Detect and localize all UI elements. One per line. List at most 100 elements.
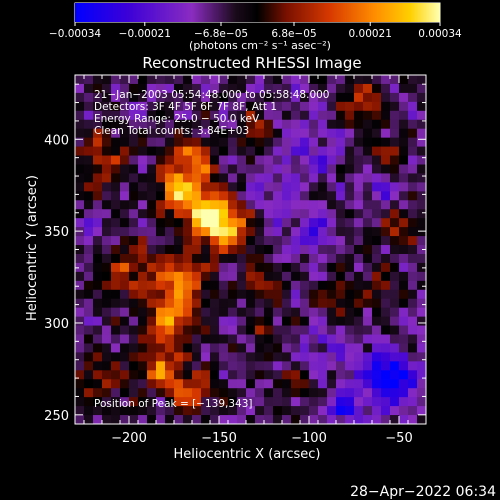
heatmap-cell [201,271,211,282]
heatmap-cell [219,397,229,407]
colorbar-cell [82,3,84,22]
heatmap-cell [138,182,148,192]
heatmap-cell [192,289,202,300]
heatmap-cell [372,316,382,326]
x-tick-label: −50 [385,431,412,446]
heatmap-cell [147,236,157,246]
heatmap-cell [120,253,130,264]
heatmap-cell [255,200,265,210]
colorbar-tick-label: 0.00021 [349,28,392,40]
heatmap-cell [300,101,310,112]
heatmap-cell [300,209,310,219]
heatmap-cell [156,298,166,309]
heatmap-cell [291,262,301,273]
colorbar-cell [383,3,385,22]
heatmap-cell [210,164,220,174]
heatmap-cell [318,101,328,112]
heatmap-cell [363,128,373,139]
colorbar-cell [286,3,288,22]
heatmap-cell [273,209,283,219]
colorbar-cell [246,3,248,22]
heatmap-cell [381,119,391,130]
heatmap-cell [147,289,157,300]
heatmap-cell [264,200,274,210]
colorbar-cell [344,3,346,22]
colorbar-cell [252,3,254,22]
heatmap-cell [183,289,193,300]
heatmap-cell [390,173,400,183]
colorbar-cell [326,3,328,22]
heatmap-cell [120,236,130,246]
colorbar-cell [125,3,127,22]
heatmap-cell [309,236,319,246]
heatmap-cell [237,182,247,192]
heatmap-cell [174,388,184,398]
heatmap-cell [102,388,112,398]
heatmap-cell [192,325,202,335]
colorbar-cell [80,3,82,22]
heatmap-cell [264,83,274,94]
colorbar-cell [385,3,387,22]
heatmap-cell [183,110,193,121]
heatmap-cell [345,209,355,219]
colorbar-cell [285,3,287,22]
heatmap-cell [417,200,427,210]
heatmap-cell [192,280,202,291]
heatmap-cell [408,119,418,130]
heatmap-cell [372,92,382,103]
heatmap-cell [75,110,85,121]
heatmap-cell [147,173,157,183]
heatmap-cell [381,110,391,121]
heatmap-cell [75,200,85,210]
colorbar-cell [366,3,368,22]
heatmap-cell [228,415,238,425]
colorbar-cell [437,3,439,22]
heatmap-cell [399,83,409,94]
heatmap-cell [264,119,274,130]
heatmap-cell [201,245,211,255]
colorbar-cell [220,3,222,22]
heatmap-cell [174,262,184,273]
heatmap-cell [138,191,148,201]
heatmap-cell [111,280,121,291]
heatmap-cell [129,110,139,121]
heatmap-cell [354,262,364,273]
heatmap-cell [300,155,310,165]
heatmap-cell [165,75,175,85]
heatmap-cell [228,316,238,326]
colorbar-cell [421,3,423,22]
heatmap-cell [291,307,301,318]
colorbar-cell [367,3,369,22]
colorbar-cell [148,3,150,22]
heatmap-cell [84,83,94,94]
colorbar-cell [111,3,113,22]
heatmap-cell [381,316,391,326]
heatmap-cell [372,262,382,273]
heatmap-cell [399,352,409,362]
heatmap-cell [93,271,103,282]
colorbar-cell [79,3,81,22]
heatmap-cell [210,92,220,103]
colorbar-cell [227,3,229,22]
heatmap-cell [219,182,229,192]
colorbar-cell [294,3,296,22]
colorbar-cell [135,3,137,22]
heatmap-cell [129,119,139,130]
heatmap-cell [246,83,256,94]
heatmap-cell [129,191,139,201]
heatmap-cell [354,352,364,362]
colorbar-cell [306,3,308,22]
heatmap-cell [219,271,229,282]
heatmap-cell [390,298,400,309]
heatmap-cell [129,200,139,210]
heatmap-cell [174,191,184,201]
heatmap-cell [138,110,148,121]
heatmap-cell [255,271,265,282]
heatmap-cell [291,397,301,407]
heatmap-cell [84,173,94,183]
heatmap-cell [354,83,364,94]
heatmap-cell [174,352,184,362]
heatmap-cell [399,209,409,219]
colorbar-cell [347,3,349,22]
heatmap-cell [174,164,184,174]
